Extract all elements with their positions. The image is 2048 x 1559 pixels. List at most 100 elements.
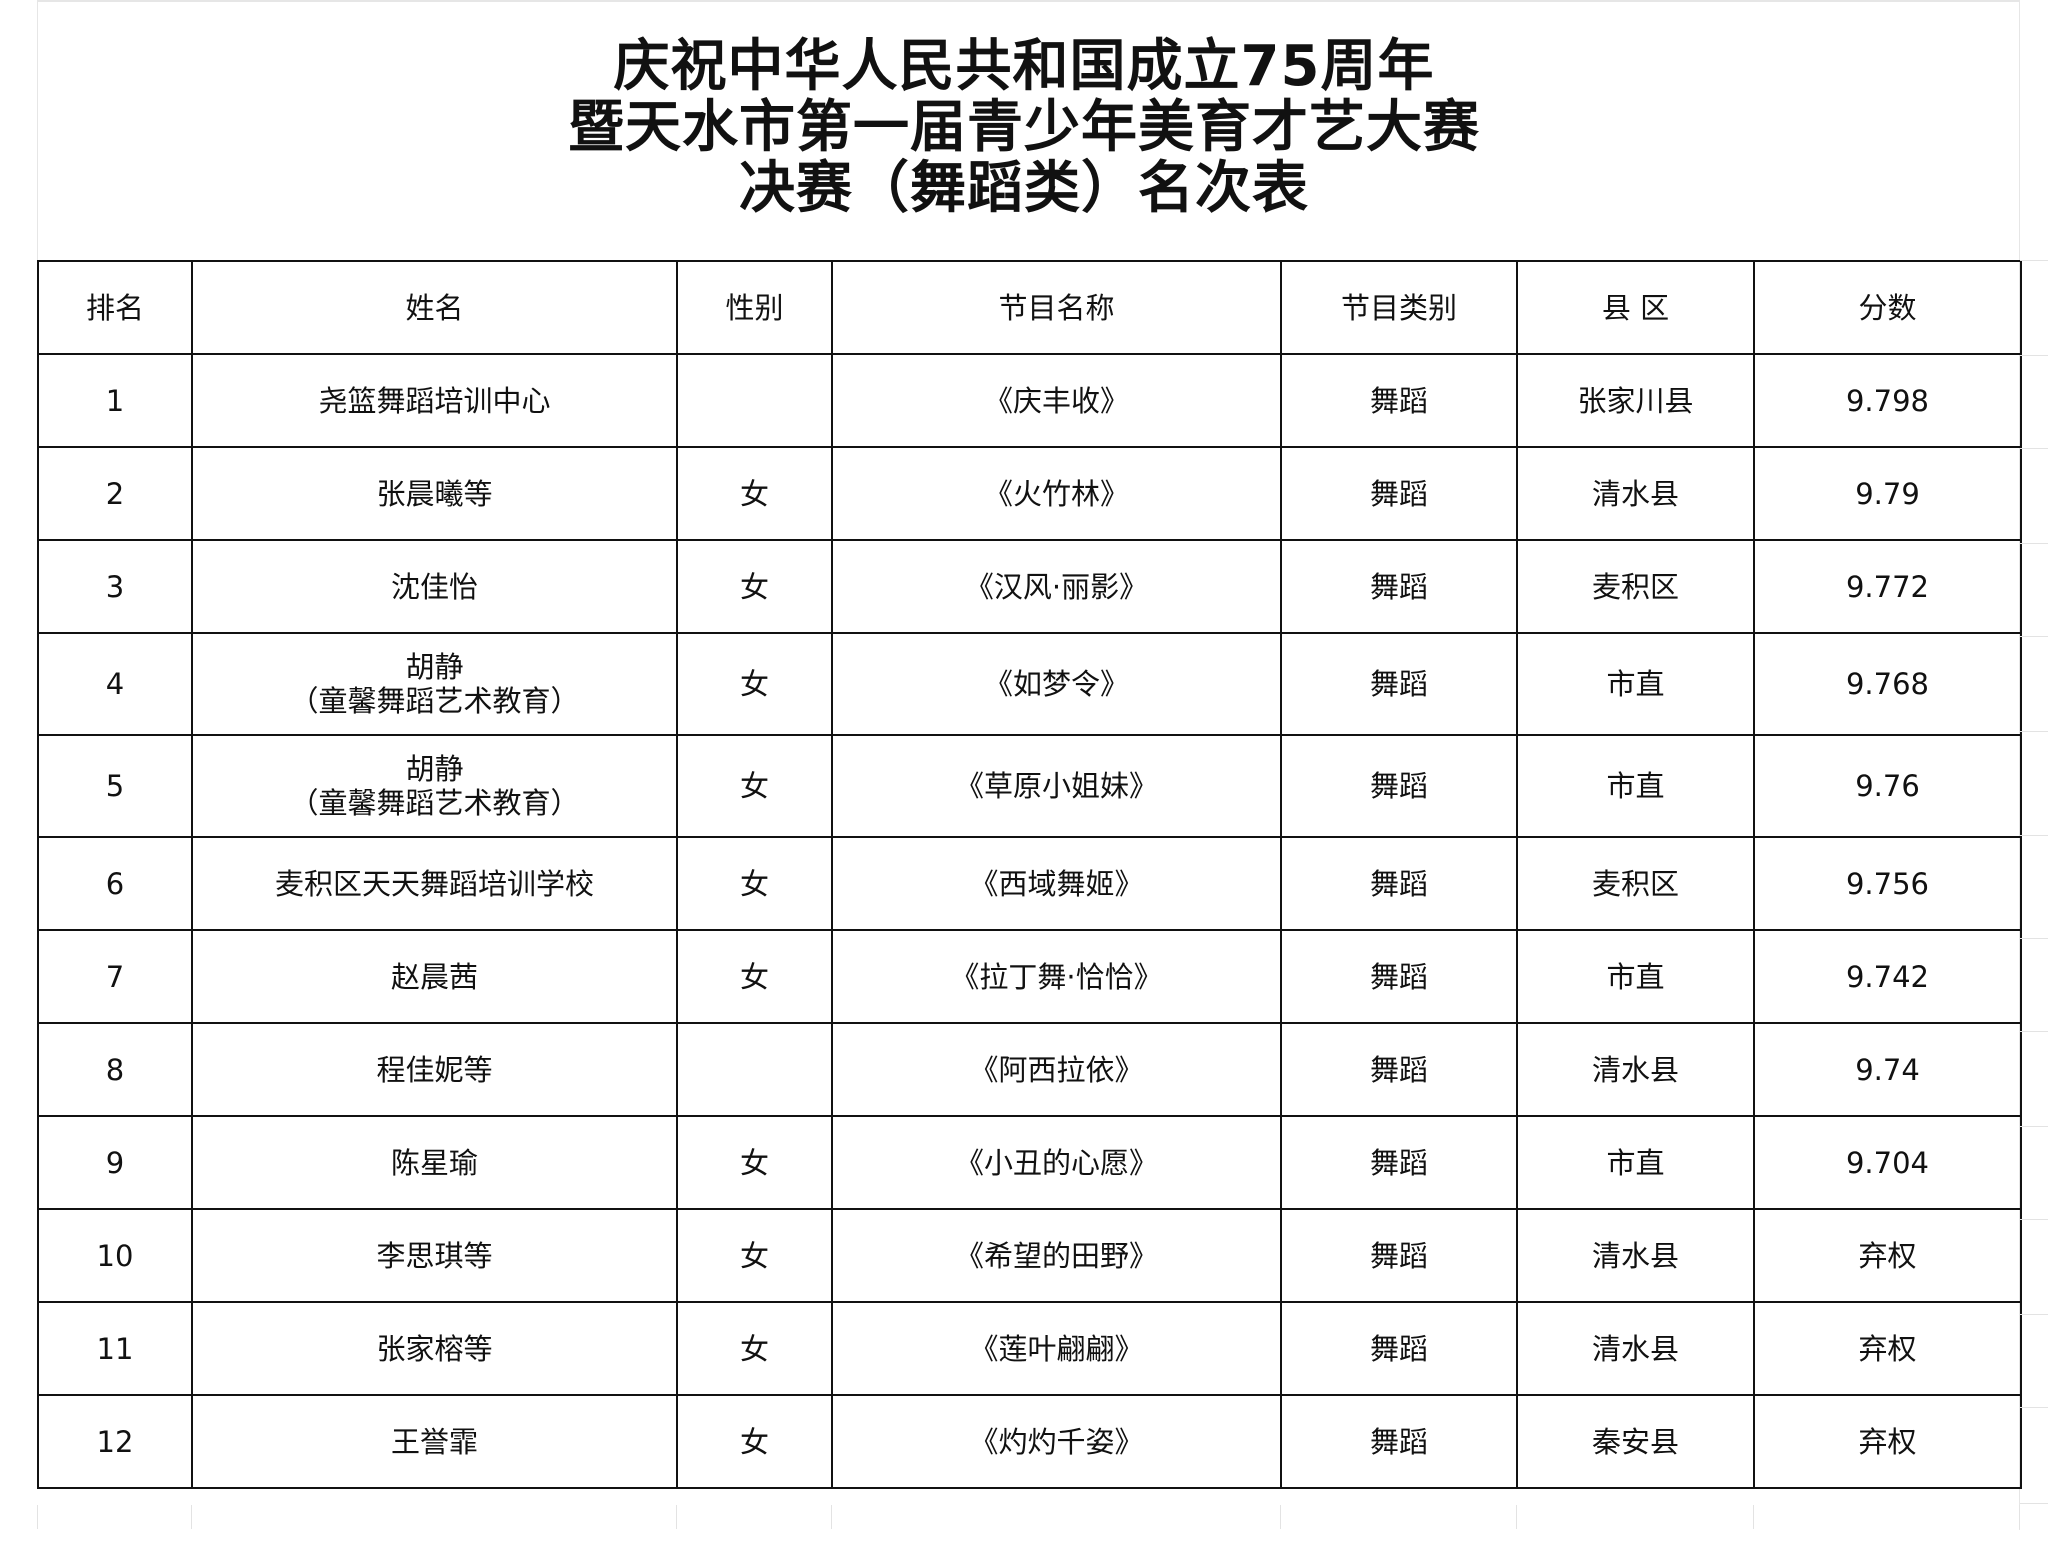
cell-gender: 女	[676, 539, 833, 634]
header-name: 姓名	[191, 260, 678, 355]
cell-program: 《莲叶翩翩》	[831, 1301, 1282, 1396]
grid-line	[2020, 448, 2048, 449]
cell-name: 张晨曦等	[191, 446, 678, 541]
cell-rank: 5	[37, 734, 193, 838]
table-row: 10 李思琪等女《希望的田野》 舞蹈 清水县 弃权	[37, 1208, 2022, 1303]
cell-rank: 6	[37, 836, 193, 931]
cell-program: 《阿西拉依》	[831, 1022, 1282, 1117]
ranking-table: 排名 姓名 性别 节目名称 节目类别 县 区 分数 1 尧篮舞蹈培训中心 《庆丰收》…	[37, 260, 2022, 1489]
cell-program: 《庆丰收》	[831, 353, 1282, 448]
cell-score: 弃权	[1753, 1394, 2022, 1489]
cell-category: 舞蹈	[1280, 1394, 1518, 1489]
cell-name: 张家榕等	[191, 1301, 678, 1396]
cell-score: 9.704	[1753, 1115, 2022, 1210]
grid-line	[2020, 1219, 2048, 1220]
cell-score: 9.79	[1753, 446, 2022, 541]
cell-score: 9.756	[1753, 836, 2022, 931]
table-row: 12 王誉霏女《灼灼千姿》 舞蹈 秦安县 弃权	[37, 1394, 2022, 1489]
cell-program: 《火竹林》	[831, 446, 1282, 541]
header-rank: 排名	[37, 260, 193, 355]
cell-name: 麦积区天天舞蹈培训学校	[191, 836, 678, 931]
cell-gender: 女	[676, 1208, 833, 1303]
grid-line	[831, 1505, 832, 1529]
cell-name: 李思琪等	[191, 1208, 678, 1303]
cell-category: 舞蹈	[1280, 1115, 1518, 1210]
cell-score: 弃权	[1753, 1301, 2022, 1396]
page-title: 庆祝中华人民共和国成立75周年 暨天水市第一届青少年美育才艺大赛 决赛（舞蹈类）…	[0, 36, 2048, 219]
cell-score: 9.76	[1753, 734, 2022, 838]
cell-district: 秦安县	[1516, 1394, 1755, 1489]
cell-district: 麦积区	[1516, 836, 1755, 931]
table-header-row: 排名 姓名 性别 节目名称 节目类别 县 区 分数	[37, 260, 2022, 355]
cell-program: 《希望的田野》	[831, 1208, 1282, 1303]
header-category: 节目类别	[1280, 260, 1518, 355]
cell-district: 市直	[1516, 734, 1755, 838]
cell-district: 麦积区	[1516, 539, 1755, 634]
cell-category: 舞蹈	[1280, 734, 1518, 838]
grid-line	[2020, 731, 2048, 732]
cell-category: 舞蹈	[1280, 446, 1518, 541]
title-line-2: 暨天水市第一届青少年美育才艺大赛	[568, 95, 1480, 160]
cell-category: 舞蹈	[1280, 1022, 1518, 1117]
cell-rank: 1	[37, 353, 193, 448]
cell-name: 陈星瑜	[191, 1115, 678, 1210]
cell-program: 《灼灼千姿》	[831, 1394, 1282, 1489]
grid-line	[2020, 938, 2048, 939]
table-row: 3 沈佳怡女《汉风·丽影》 舞蹈 麦积区 9.772	[37, 539, 2022, 634]
title-line-1: 庆祝中华人民共和国成立75周年	[613, 34, 1435, 99]
cell-gender: 女	[676, 446, 833, 541]
cell-district: 清水县	[1516, 1022, 1755, 1117]
cell-district: 张家川县	[1516, 353, 1755, 448]
grid-line	[191, 1505, 192, 1529]
cell-district: 清水县	[1516, 446, 1755, 541]
table-row: 7 赵晨茜女《拉丁舞·恰恰》 舞蹈 市直 9.742	[37, 929, 2022, 1024]
cell-district: 市直	[1516, 632, 1755, 736]
cell-gender: 女	[676, 1115, 833, 1210]
grid-line	[2020, 1407, 2048, 1408]
cell-name: 尧篮舞蹈培训中心	[191, 353, 678, 448]
cell-gender: 女	[676, 929, 833, 1024]
cell-name: 赵晨茜	[191, 929, 678, 1024]
cell-gender: 女	[676, 836, 833, 931]
cell-district: 清水县	[1516, 1301, 1755, 1396]
cell-rank: 10	[37, 1208, 193, 1303]
grid-line	[37, 1505, 38, 1529]
title-line-3: 决赛（舞蹈类）名次表	[739, 156, 1309, 221]
cell-score: 9.798	[1753, 353, 2022, 448]
cell-gender: 女	[676, 632, 833, 736]
cell-score: 弃权	[1753, 1208, 2022, 1303]
cell-rank: 9	[37, 1115, 193, 1210]
cell-district: 市直	[1516, 929, 1755, 1024]
cell-district: 市直	[1516, 1115, 1755, 1210]
cell-category: 舞蹈	[1280, 836, 1518, 931]
sheet-left-edge	[37, 0, 38, 260]
table-row: 8 程佳妮等 《阿西拉依》 舞蹈 清水县 9.74	[37, 1022, 2022, 1117]
cell-score: 9.768	[1753, 632, 2022, 736]
cell-rank: 8	[37, 1022, 193, 1117]
cell-category: 舞蹈	[1280, 929, 1518, 1024]
cell-score: 9.74	[1753, 1022, 2022, 1117]
cell-gender	[676, 353, 833, 448]
cell-category: 舞蹈	[1280, 1208, 1518, 1303]
cell-category: 舞蹈	[1280, 1301, 1518, 1396]
cell-name: 程佳妮等	[191, 1022, 678, 1117]
cell-score: 9.772	[1753, 539, 2022, 634]
header-district: 县 区	[1516, 260, 1755, 355]
cell-gender: 女	[676, 1394, 833, 1489]
table-row: 5 胡静 （童馨舞蹈艺术教育）女《草原小姐妹》 舞蹈 市直 9.76	[37, 734, 2022, 838]
cell-program: 《小丑的心愿》	[831, 1115, 1282, 1210]
table-row: 2 张晨曦等女《火竹林》 舞蹈 清水县 9.79	[37, 446, 2022, 541]
cell-rank: 3	[37, 539, 193, 634]
grid-line	[2019, 1505, 2020, 1529]
table-row: 11 张家榕等女《莲叶翩翩》 舞蹈 清水县 弃权	[37, 1301, 2022, 1396]
cell-program: 《汉风·丽影》	[831, 539, 1282, 634]
cell-rank: 11	[37, 1301, 193, 1396]
cell-district: 清水县	[1516, 1208, 1755, 1303]
cell-name: 胡静 （童馨舞蹈艺术教育）	[191, 734, 678, 838]
header-program: 节目名称	[831, 260, 1282, 355]
grid-line	[2020, 636, 2048, 637]
cell-name: 沈佳怡	[191, 539, 678, 634]
grid-line	[676, 1505, 677, 1529]
grid-line	[1516, 1505, 1517, 1529]
header-score: 分数	[1753, 260, 2022, 355]
